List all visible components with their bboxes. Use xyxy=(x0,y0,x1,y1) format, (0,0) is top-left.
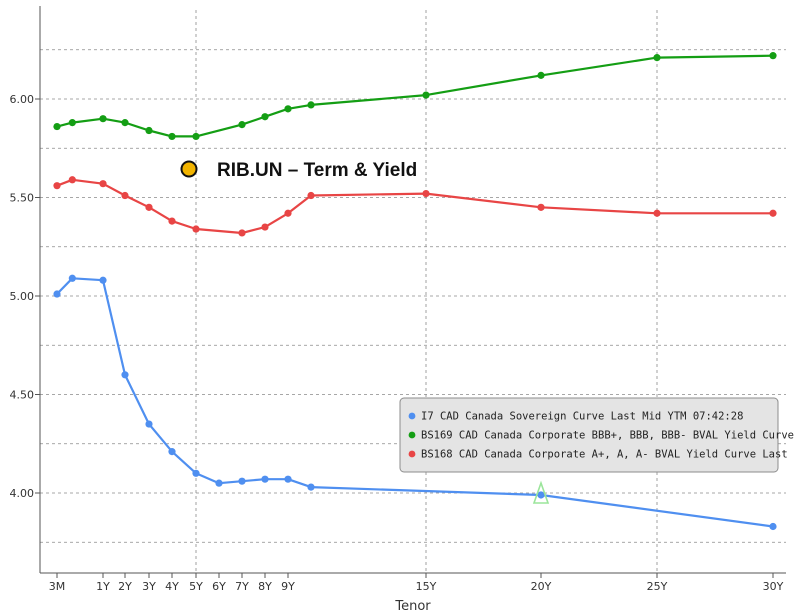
data-point xyxy=(422,189,430,198)
triangle-marker xyxy=(532,480,550,504)
x-tick-label: 6Y xyxy=(212,580,226,593)
data-point xyxy=(769,209,777,217)
data-point xyxy=(192,132,200,141)
data-point xyxy=(53,182,61,190)
data-point xyxy=(537,71,545,79)
data-point xyxy=(145,420,153,428)
axes xyxy=(39,6,786,574)
data-point xyxy=(99,180,107,188)
x-tick-label: 20Y xyxy=(531,580,552,593)
data-point xyxy=(99,276,107,284)
y-axis-ticks: 6.00 5.50 5.00 4.50 4.00 xyxy=(10,93,40,500)
data-point xyxy=(653,54,661,62)
data-point xyxy=(537,491,545,499)
data-point xyxy=(238,477,246,485)
x-tick-label: 3M xyxy=(49,580,66,593)
data-point xyxy=(261,475,269,483)
x-tick-label: 25Y xyxy=(647,580,668,593)
data-point xyxy=(145,126,153,135)
data-point xyxy=(168,217,176,225)
data-point xyxy=(215,479,223,487)
x-tick-label: 30Y xyxy=(763,580,784,593)
x-tick-label: 4Y xyxy=(165,580,179,593)
data-point xyxy=(99,115,107,123)
data-point xyxy=(284,209,292,217)
x-tick-label: 8Y xyxy=(258,580,272,593)
y-tick-label: 4.50 xyxy=(10,389,35,402)
y-tick-label: 4.00 xyxy=(10,487,35,500)
x-tick-label: 2Y xyxy=(118,580,132,593)
highlight-markers xyxy=(532,480,550,504)
series-lines xyxy=(53,52,777,531)
data-point xyxy=(307,483,315,491)
series-1 xyxy=(53,52,777,141)
grid-lines xyxy=(40,10,786,573)
x-tick-label: 3Y xyxy=(142,580,156,593)
data-point xyxy=(168,448,176,456)
x-axis-title: Tenor xyxy=(394,599,431,614)
y-tick-label: 6.00 xyxy=(10,93,35,106)
y-tick-label: 5.00 xyxy=(10,290,35,303)
data-point xyxy=(238,121,246,129)
series-line xyxy=(56,178,773,235)
x-tick-label: 9Y xyxy=(281,580,295,593)
x-axis-ticks: 3M 1Y 2Y 3Y 4Y 5Y 6Y 7Y 8Y 9Y 15Y 20Y 25Y 30Y xyxy=(49,573,784,593)
data-point xyxy=(238,229,246,237)
chart-annotation: RIB.UN – Term & Yield xyxy=(180,160,417,181)
data-point xyxy=(168,132,176,141)
data-point xyxy=(68,119,76,127)
series-2 xyxy=(53,176,777,237)
legend-label: BS168 CAD Canada Corporate A+, A, A- BVA… xyxy=(421,449,794,461)
data-point xyxy=(307,101,315,109)
data-point xyxy=(192,469,200,477)
data-point xyxy=(769,52,777,60)
series-line xyxy=(56,277,774,528)
legend-box xyxy=(399,397,779,473)
data-point xyxy=(422,91,430,99)
data-point xyxy=(261,113,269,121)
legend-swatch xyxy=(408,412,416,420)
series-line xyxy=(56,54,774,138)
x-tick-label: 15Y xyxy=(416,580,437,593)
data-point xyxy=(261,223,269,231)
data-point xyxy=(769,522,777,531)
data-point xyxy=(53,122,61,131)
data-point xyxy=(284,105,292,113)
x-tick-label: 1Y xyxy=(96,580,110,593)
data-point xyxy=(121,371,129,379)
data-point xyxy=(192,225,200,233)
data-point xyxy=(53,290,61,298)
annotation-text: RIB.UN – Term & Yield xyxy=(217,160,417,181)
legend-items: I7 CAD Canada Sovereign Curve Last Mid Y… xyxy=(408,411,794,461)
legend-label: I7 CAD Canada Sovereign Curve Last Mid Y… xyxy=(421,411,743,423)
series-0 xyxy=(53,274,777,531)
data-point xyxy=(68,274,76,282)
x-tick-label: 7Y xyxy=(235,580,249,593)
data-point xyxy=(145,203,153,211)
data-point xyxy=(121,191,129,200)
legend-label: BS169 CAD Canada Corporate BBB+, BBB, BB… xyxy=(421,430,794,442)
x-tick-label: 5Y xyxy=(189,580,203,593)
data-point xyxy=(284,475,292,483)
legend[interactable]: I7 CAD Canada Sovereign Curve Last Mid Y… xyxy=(399,397,794,473)
annotation-marker xyxy=(180,160,198,178)
data-point xyxy=(68,176,76,184)
legend-swatch xyxy=(408,450,416,458)
legend-swatch xyxy=(408,431,416,439)
data-point xyxy=(537,203,545,211)
data-point xyxy=(121,119,129,127)
data-point xyxy=(307,191,315,200)
y-tick-label: 5.50 xyxy=(10,192,35,205)
data-point xyxy=(653,209,661,217)
